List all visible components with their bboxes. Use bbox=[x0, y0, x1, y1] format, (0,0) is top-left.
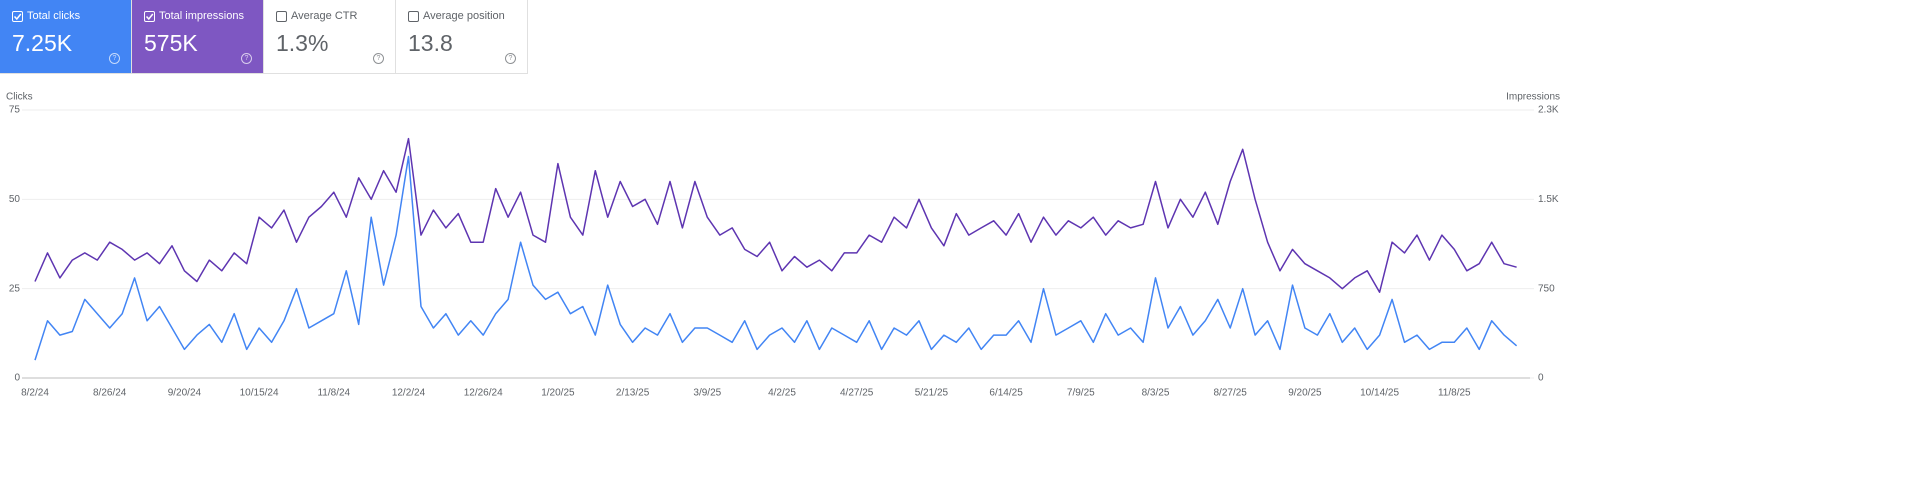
card-label: Average CTR bbox=[291, 10, 358, 22]
y2-axis-title: Impressions bbox=[1506, 92, 1560, 103]
card-label: Total impressions bbox=[159, 10, 244, 22]
card-label: Average position bbox=[423, 10, 505, 22]
help-icon[interactable]: ? bbox=[109, 53, 120, 64]
check-mark bbox=[145, 13, 154, 21]
x-tick-label: 6/14/25 bbox=[989, 388, 1023, 399]
x-tick-label: 11/8/25 bbox=[1438, 388, 1471, 399]
checkbox[interactable] bbox=[276, 11, 287, 22]
x-tick-label: 8/27/25 bbox=[1214, 388, 1248, 399]
x-tick-label: 12/26/24 bbox=[464, 388, 503, 399]
help-icon[interactable]: ? bbox=[241, 53, 252, 64]
y2-tick-label: 0 bbox=[1538, 373, 1544, 384]
checkbox[interactable] bbox=[12, 11, 23, 22]
x-tick-label: 9/20/25 bbox=[1288, 388, 1322, 399]
y2-tick-label: 750 bbox=[1538, 283, 1555, 294]
x-tick-label: 11/8/24 bbox=[317, 388, 350, 399]
metric-card[interactable]: Total impressions 575K? bbox=[132, 0, 264, 74]
metric-card[interactable]: Average CTR 1.3%? bbox=[264, 0, 396, 74]
metric-card[interactable]: Average position 13.8? bbox=[396, 0, 528, 74]
y-tick-label: 0 bbox=[14, 373, 20, 384]
card-value: 13.8 bbox=[408, 30, 453, 56]
line-series bbox=[34, 155, 1518, 361]
y-tick-label: 25 bbox=[9, 283, 21, 294]
y2-tick-label: 1.5K bbox=[1538, 194, 1559, 205]
check bbox=[13, 13, 22, 21]
card-label: Total clicks bbox=[27, 10, 81, 22]
metric-card[interactable]: Total clicks 7.25K? bbox=[0, 0, 132, 74]
checkbox[interactable] bbox=[408, 11, 419, 22]
x-tick-label: 3/9/25 bbox=[693, 388, 721, 399]
check-mark bbox=[13, 13, 22, 21]
y-tick-label: 50 bbox=[9, 194, 21, 205]
line-series bbox=[34, 137, 1517, 293]
help-icon[interactable]: ? bbox=[373, 53, 384, 64]
x-tick-label: 8/2/24 bbox=[21, 388, 49, 399]
y2-tick-label: 2.3K bbox=[1538, 105, 1559, 116]
x-tick-label: 5/21/25 bbox=[915, 388, 949, 399]
x-tick-label: 7/9/25 bbox=[1067, 388, 1095, 399]
x-tick-label: 12/2/24 bbox=[392, 388, 426, 399]
check bbox=[145, 13, 154, 21]
metric-cards: Total clicks 7.25K? Total impressions 575K?… bbox=[0, 0, 528, 74]
y-axis-title: Clicks bbox=[6, 92, 33, 103]
y-tick-label: 75 bbox=[9, 105, 21, 116]
x-tick-label: 1/20/25 bbox=[541, 388, 575, 399]
help-icon[interactable]: ? bbox=[505, 53, 516, 64]
x-tick-label: 2/13/25 bbox=[616, 388, 650, 399]
x-tick-label: 4/2/25 bbox=[768, 388, 796, 399]
x-tick-label: 8/3/25 bbox=[1142, 388, 1170, 399]
x-tick-label: 10/15/24 bbox=[240, 388, 279, 399]
x-tick-label: 10/14/25 bbox=[1360, 388, 1399, 399]
card-value: 575K bbox=[144, 30, 198, 56]
x-tick-label: 9/20/24 bbox=[168, 388, 202, 399]
x-tick-label: 8/26/24 bbox=[93, 388, 127, 399]
card-value: 7.25K bbox=[12, 30, 73, 56]
card-value: 1.3% bbox=[276, 30, 329, 56]
x-tick-label: 4/27/25 bbox=[840, 388, 874, 399]
checkbox[interactable] bbox=[144, 11, 155, 22]
